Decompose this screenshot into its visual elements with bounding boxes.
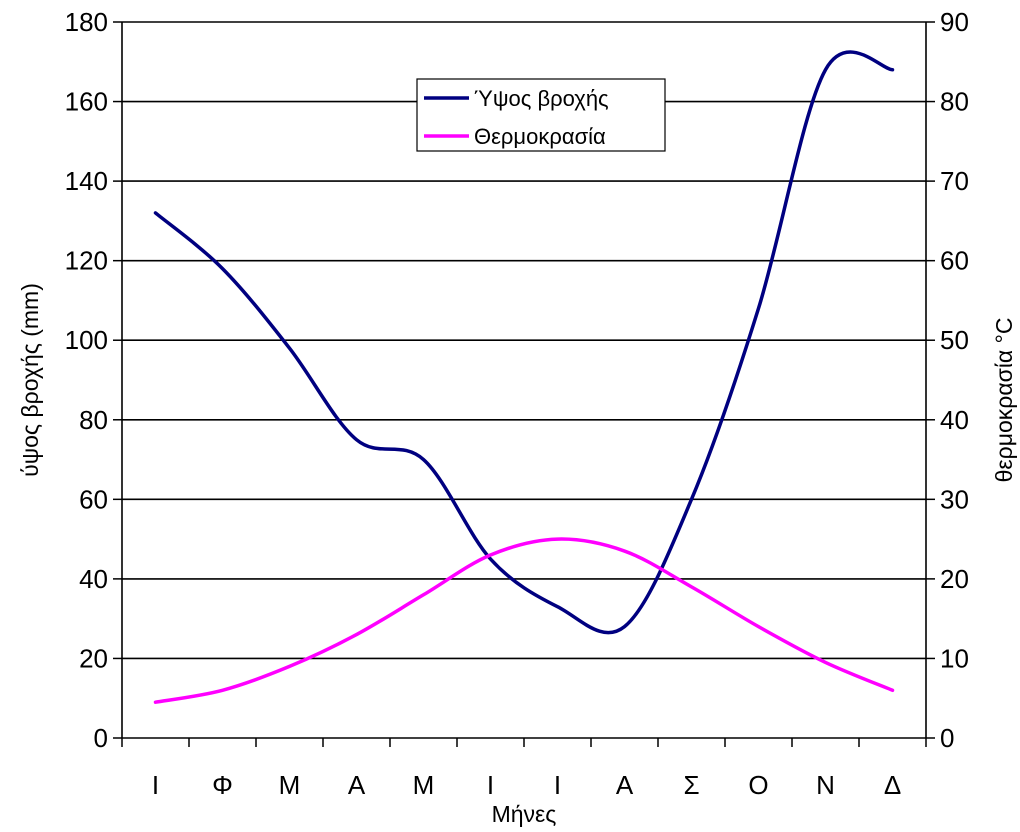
rainfall-line [153, 50, 895, 635]
x-tick-label: Α [348, 770, 366, 800]
legend-box [416, 78, 666, 152]
left-tick-label: 180 [65, 7, 108, 37]
grid-lines [122, 21, 926, 660]
x-tick-label: Μ [413, 770, 435, 800]
x-tick-label: Ι [152, 770, 159, 800]
right-tick-label: 80 [940, 87, 969, 117]
right-axis-tick-labels: 0 10 20 30 40 50 60 70 80 90 [940, 7, 969, 753]
right-axis-title: θερμοκρασία °C [991, 318, 1017, 483]
left-axis-tick-labels: 0 20 40 60 80 100 120 140 160 180 [65, 7, 108, 753]
axes [113, 21, 935, 747]
x-axis-title: Μήνες [492, 801, 557, 827]
legend-label-rainfall: Ύψος βροχής [474, 86, 609, 111]
left-tick-label: 120 [65, 246, 108, 276]
left-tick-label: 80 [79, 405, 108, 435]
x-tick-label: Δ [884, 770, 901, 800]
left-tick-label: 40 [79, 564, 108, 594]
right-tick-label: 40 [940, 405, 969, 435]
right-tick-label: 10 [940, 643, 969, 673]
left-tick-label: 20 [79, 643, 108, 673]
legend: Ύψος βροχής Θερμοκρασία [416, 78, 666, 152]
x-tick-label: Ι [554, 770, 561, 800]
left-tick-label: 100 [65, 325, 108, 355]
x-tick-label: Ο [748, 770, 768, 800]
series-lines [153, 50, 895, 704]
x-tick-label: Α [616, 770, 634, 800]
right-tick-label: 50 [940, 325, 969, 355]
left-tick-label: 160 [65, 87, 108, 117]
left-tick-label: 0 [94, 723, 108, 753]
x-tick-label: Ν [816, 770, 835, 800]
temperature-line [153, 537, 895, 704]
right-tick-label: 60 [940, 246, 969, 276]
right-tick-label: 0 [940, 723, 954, 753]
x-tick-label: Ι [487, 770, 494, 800]
left-tick-label: 60 [79, 484, 108, 514]
right-tick-label: 20 [940, 564, 969, 594]
x-tick-label: Μ [279, 770, 301, 800]
right-tick-label: 30 [940, 484, 969, 514]
legend-label-temperature: Θερμοκρασία [474, 124, 606, 149]
x-tick-label: Φ [212, 770, 233, 800]
right-tick-label: 70 [940, 166, 969, 196]
right-tick-label: 90 [940, 7, 969, 37]
x-tick-label: Σ [683, 770, 699, 800]
left-axis-title: ύψος βροχής (mm) [17, 283, 43, 477]
left-tick-label: 140 [65, 166, 108, 196]
